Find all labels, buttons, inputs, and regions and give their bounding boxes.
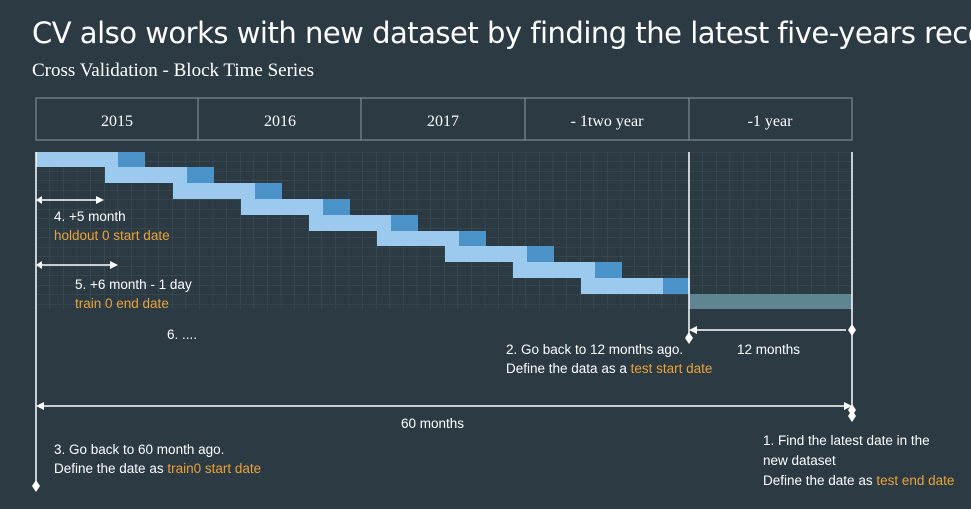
- header-cell-one-year-ago: -1 year: [748, 113, 794, 130]
- twelve-months-end-marker: [848, 324, 856, 336]
- step5-desc: train 0 end date: [75, 296, 169, 311]
- boundary-lines: [35, 152, 853, 485]
- cv-folds: [36, 152, 690, 294]
- plus-five-month-arrow: [36, 196, 104, 204]
- step4-annotation: 4. +5 month holdout 0 start date: [54, 207, 170, 245]
- step4-label: 4. +5 month: [54, 209, 126, 224]
- train-start-marker: [32, 480, 40, 492]
- timeline-header-frame: [35, 97, 853, 141]
- plus-six-month-arrow: [36, 261, 118, 269]
- step3-desc-accent: train0 start date: [167, 461, 262, 476]
- fold-train-block: [36, 152, 118, 167]
- sixty-months-arrow: [36, 402, 852, 410]
- step1-annotation: 1. Find the latest date in the new datas…: [763, 431, 954, 491]
- fold-train-block: [445, 246, 527, 262]
- fold-holdout-block: [118, 152, 145, 167]
- step2-annotation: 2. Go back to 12 months ago. Define the …: [506, 340, 712, 378]
- fold-train-block: [513, 262, 595, 278]
- fold-holdout-block: [459, 231, 486, 246]
- fold-train-block: [309, 215, 391, 231]
- fold-holdout-block: [187, 167, 214, 183]
- fold-train-block: [377, 231, 459, 246]
- fold-train-block: [241, 199, 323, 215]
- fold-holdout-block: [323, 199, 350, 215]
- step3-desc-prefix: Define the date as: [54, 461, 168, 476]
- sixty-months-end-marker: [848, 410, 856, 422]
- header-cell-two-years-ago: - 1two year: [571, 113, 645, 130]
- step5-annotation: 5. +6 month - 1 day train 0 end date: [75, 275, 192, 313]
- step3-desc: Define the date as train0 start date: [54, 459, 261, 478]
- step3-annotation: 3. Go back to 60 month ago. Define the d…: [54, 440, 261, 478]
- step6-annotation: 6. ....: [167, 327, 198, 342]
- step1-line2: new dataset: [763, 453, 836, 468]
- page-subtitle: Cross Validation - Block Time Series: [32, 60, 315, 81]
- twelve-months-label: 12 months: [737, 342, 801, 357]
- fold-holdout-block: [663, 278, 690, 294]
- timeline-header: 2015 2016 2017 - 1two year -1 year: [35, 97, 853, 141]
- step1-line1: 1. Find the latest date in the: [763, 433, 930, 448]
- header-cell-2017: 2017: [427, 113, 459, 130]
- step1-desc-prefix: Define the date as: [763, 473, 877, 488]
- fold-holdout-block: [391, 215, 418, 231]
- fold-holdout-block: [527, 246, 554, 262]
- step2-label: 2. Go back to 12 months ago.: [506, 342, 684, 357]
- fold-train-block: [173, 183, 255, 199]
- step2-desc: Define the data as a test start date: [506, 359, 712, 378]
- test-start-marker: [685, 332, 693, 344]
- twelve-months-arrow: [689, 326, 846, 334]
- step3-label: 3. Go back to 60 month ago.: [54, 442, 225, 457]
- step1-desc: Define the date as test end date: [763, 471, 954, 491]
- fold-train-block: [581, 278, 663, 294]
- sixty-months-label: 60 months: [401, 416, 465, 431]
- header-cell-2016: 2016: [264, 113, 296, 130]
- fold-holdout-block: [595, 262, 622, 278]
- step4-desc: holdout 0 start date: [54, 228, 170, 243]
- header-cell-2015: 2015: [101, 113, 133, 130]
- page-title: CV also works with new dataset by findin…: [32, 16, 971, 50]
- step2-desc-prefix: Define the data as a: [506, 361, 631, 376]
- step2-desc-accent: test start date: [630, 361, 713, 376]
- fold-holdout-block: [255, 183, 282, 199]
- step1-desc-accent: test end date: [876, 473, 955, 488]
- fold-train-block: [105, 167, 187, 183]
- test-block: [689, 294, 852, 309]
- step5-label: 5. +6 month - 1 day: [75, 277, 192, 292]
